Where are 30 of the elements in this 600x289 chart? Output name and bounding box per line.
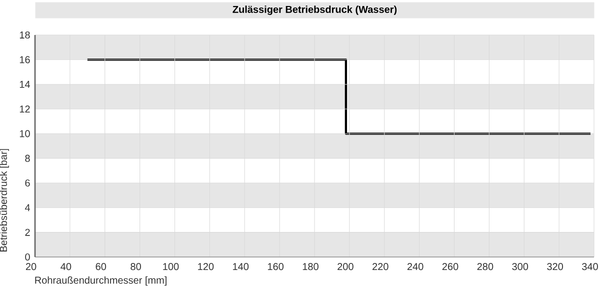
y-tick-label: 12 — [20, 106, 30, 112]
y-tick-label: 14 — [20, 80, 30, 88]
x-tick-label: 200 — [338, 263, 354, 270]
x-tick-label: 140 — [233, 263, 249, 270]
x-tick-label: 60 — [96, 263, 106, 270]
x-tick-label: 160 — [268, 263, 284, 270]
y-axis-title: Betriebsüberdruck [bar] — [0, 149, 9, 252]
x-tick-label: 320 — [547, 263, 563, 270]
x-tick-label: 120 — [198, 263, 214, 270]
chart-title: Zulässiger Betriebsdruck (Wasser) — [232, 6, 397, 15]
x-tick-label: 300 — [512, 263, 528, 270]
x-tick-label: 260 — [442, 263, 458, 270]
y-tick-label: 10 — [20, 130, 30, 138]
y-tick-label: 8 — [25, 154, 30, 162]
x-tick-label: 240 — [407, 263, 424, 270]
x-tick-label: 80 — [130, 263, 141, 270]
y-tick-label: 4 — [24, 204, 30, 212]
x-tick-label: 180 — [302, 263, 318, 270]
x-axis-title: Rohraußendurchmesser [mm] — [35, 276, 166, 286]
y-tick-label: 2 — [25, 228, 30, 236]
y-tick-label: 6 — [25, 179, 30, 187]
x-tick-label: 340 — [582, 263, 598, 270]
x-tick-label: 20 — [26, 263, 36, 270]
y-tick-label: 0 — [25, 253, 30, 261]
y-tick-label: 16 — [20, 56, 30, 64]
x-tick-label: 40 — [60, 263, 72, 270]
x-tick-label: 220 — [372, 263, 388, 270]
y-tick-label: 18 — [20, 31, 30, 39]
x-tick-label: 280 — [477, 263, 494, 270]
x-tick-label: 100 — [163, 263, 179, 270]
